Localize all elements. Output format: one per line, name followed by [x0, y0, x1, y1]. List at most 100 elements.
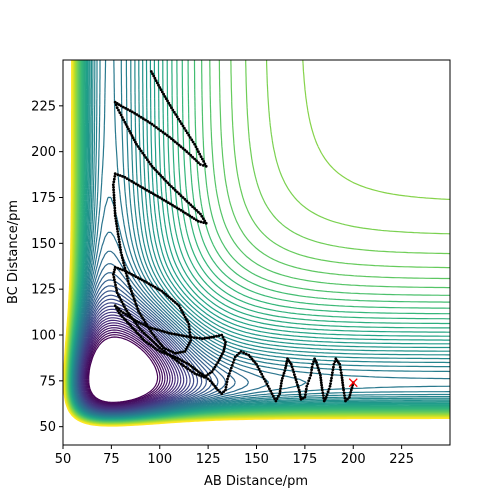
trajectory-point — [112, 180, 116, 184]
trajectory-point — [132, 181, 136, 185]
trajectory-point — [203, 336, 207, 340]
trajectory-point — [126, 277, 129, 280]
trajectory-point — [182, 334, 186, 338]
trajectory-point — [116, 232, 120, 236]
trajectory-point — [244, 352, 248, 356]
trajectory-point — [284, 366, 287, 370]
trajectory-point — [210, 381, 214, 385]
trajectory-point — [151, 345, 155, 349]
trajectory-point — [122, 261, 125, 265]
trajectory-point — [235, 353, 239, 357]
trajectory-point — [126, 279, 130, 283]
trajectory-point — [278, 389, 282, 393]
trajectory-point — [155, 328, 159, 332]
trajectory-point — [319, 381, 323, 385]
trajectory-point — [189, 364, 193, 368]
trajectory-point — [153, 76, 157, 80]
trajectory-point — [112, 191, 116, 194]
trajectory-point — [174, 113, 178, 116]
trajectory-point — [253, 361, 257, 364]
trajectory-point — [112, 188, 115, 192]
trajectory-point — [139, 185, 142, 188]
trajectory-point — [118, 296, 121, 299]
trajectory-point — [270, 392, 274, 396]
trajectory-point — [197, 161, 200, 165]
trajectory-point — [135, 113, 139, 116]
trajectory-point — [155, 338, 159, 341]
trajectory-point — [214, 363, 218, 367]
trajectory-point — [151, 72, 154, 76]
trajectory-point — [275, 397, 279, 400]
trajectory-point — [277, 394, 280, 398]
trajectory-point — [334, 357, 338, 361]
trajectory-point — [189, 153, 193, 157]
trajectory-point — [188, 333, 192, 337]
trajectory-point — [204, 221, 208, 225]
trajectory-point — [184, 347, 188, 351]
trajectory-point — [203, 162, 207, 166]
trajectory-point — [222, 350, 226, 353]
trajectory-point — [130, 179, 134, 183]
trajectory-point — [252, 359, 255, 363]
trajectory-point — [195, 208, 198, 212]
trajectory-point — [120, 256, 124, 260]
trajectory-point — [257, 367, 261, 371]
trajectory-point — [135, 304, 139, 308]
trajectory-point — [121, 258, 125, 262]
trajectory-point — [112, 193, 116, 197]
trajectory-point — [296, 386, 300, 389]
trajectory-point — [115, 222, 118, 226]
trajectory-point — [158, 329, 162, 332]
trajectory-point — [190, 138, 194, 142]
trajectory-point — [322, 396, 326, 400]
trajectory-point — [132, 328, 136, 331]
trajectory-point — [163, 95, 167, 98]
trajectory-point — [168, 135, 171, 139]
trajectory-point — [139, 149, 143, 153]
trajectory-point — [216, 361, 220, 364]
trajectory-point — [136, 307, 140, 311]
trajectory-point — [295, 380, 299, 384]
trajectory-point — [190, 215, 194, 219]
contour-line — [84, 327, 169, 407]
trajectory-point — [134, 140, 137, 144]
trajectory-point — [156, 348, 159, 352]
trajectory-point — [333, 360, 337, 363]
trajectory-point — [184, 129, 188, 133]
trajectory-point — [112, 270, 116, 274]
trajectory-point — [315, 363, 319, 367]
trajectory-point — [116, 230, 120, 233]
trajectory-point — [113, 206, 117, 210]
trajectory-point — [231, 361, 235, 364]
trajectory-point — [115, 227, 119, 231]
trajectory-point — [155, 170, 159, 174]
trajectory-point — [135, 142, 138, 146]
trajectory-point — [177, 333, 181, 337]
trajectory-point — [128, 313, 132, 317]
trajectory-point — [194, 218, 198, 222]
trajectory-point — [332, 365, 335, 369]
trajectory-point — [117, 238, 121, 241]
trajectory-point — [112, 185, 115, 189]
trajectory-point — [144, 118, 147, 122]
trajectory-point — [215, 334, 218, 338]
trajectory-point — [113, 211, 117, 215]
trajectory-point — [154, 342, 158, 346]
trajectory-point — [191, 140, 195, 144]
trajectory-point — [185, 150, 189, 154]
trajectory-point — [163, 330, 167, 334]
trajectory-point — [133, 320, 136, 323]
trajectory-point — [148, 121, 152, 125]
trajectory-point — [158, 342, 162, 345]
trajectory-point — [156, 344, 160, 348]
trajectory-point — [191, 155, 195, 159]
trajectory-point — [152, 166, 156, 170]
trajectory-point — [160, 348, 164, 351]
trajectory-point — [298, 390, 301, 394]
trajectory-point — [340, 373, 343, 377]
trajectory-point — [177, 304, 181, 308]
x-axis-label: AB Distance/pm — [204, 474, 308, 489]
y-tick-label: 125 — [31, 283, 56, 298]
trajectory-point — [198, 373, 201, 377]
trajectory-point — [119, 309, 123, 313]
